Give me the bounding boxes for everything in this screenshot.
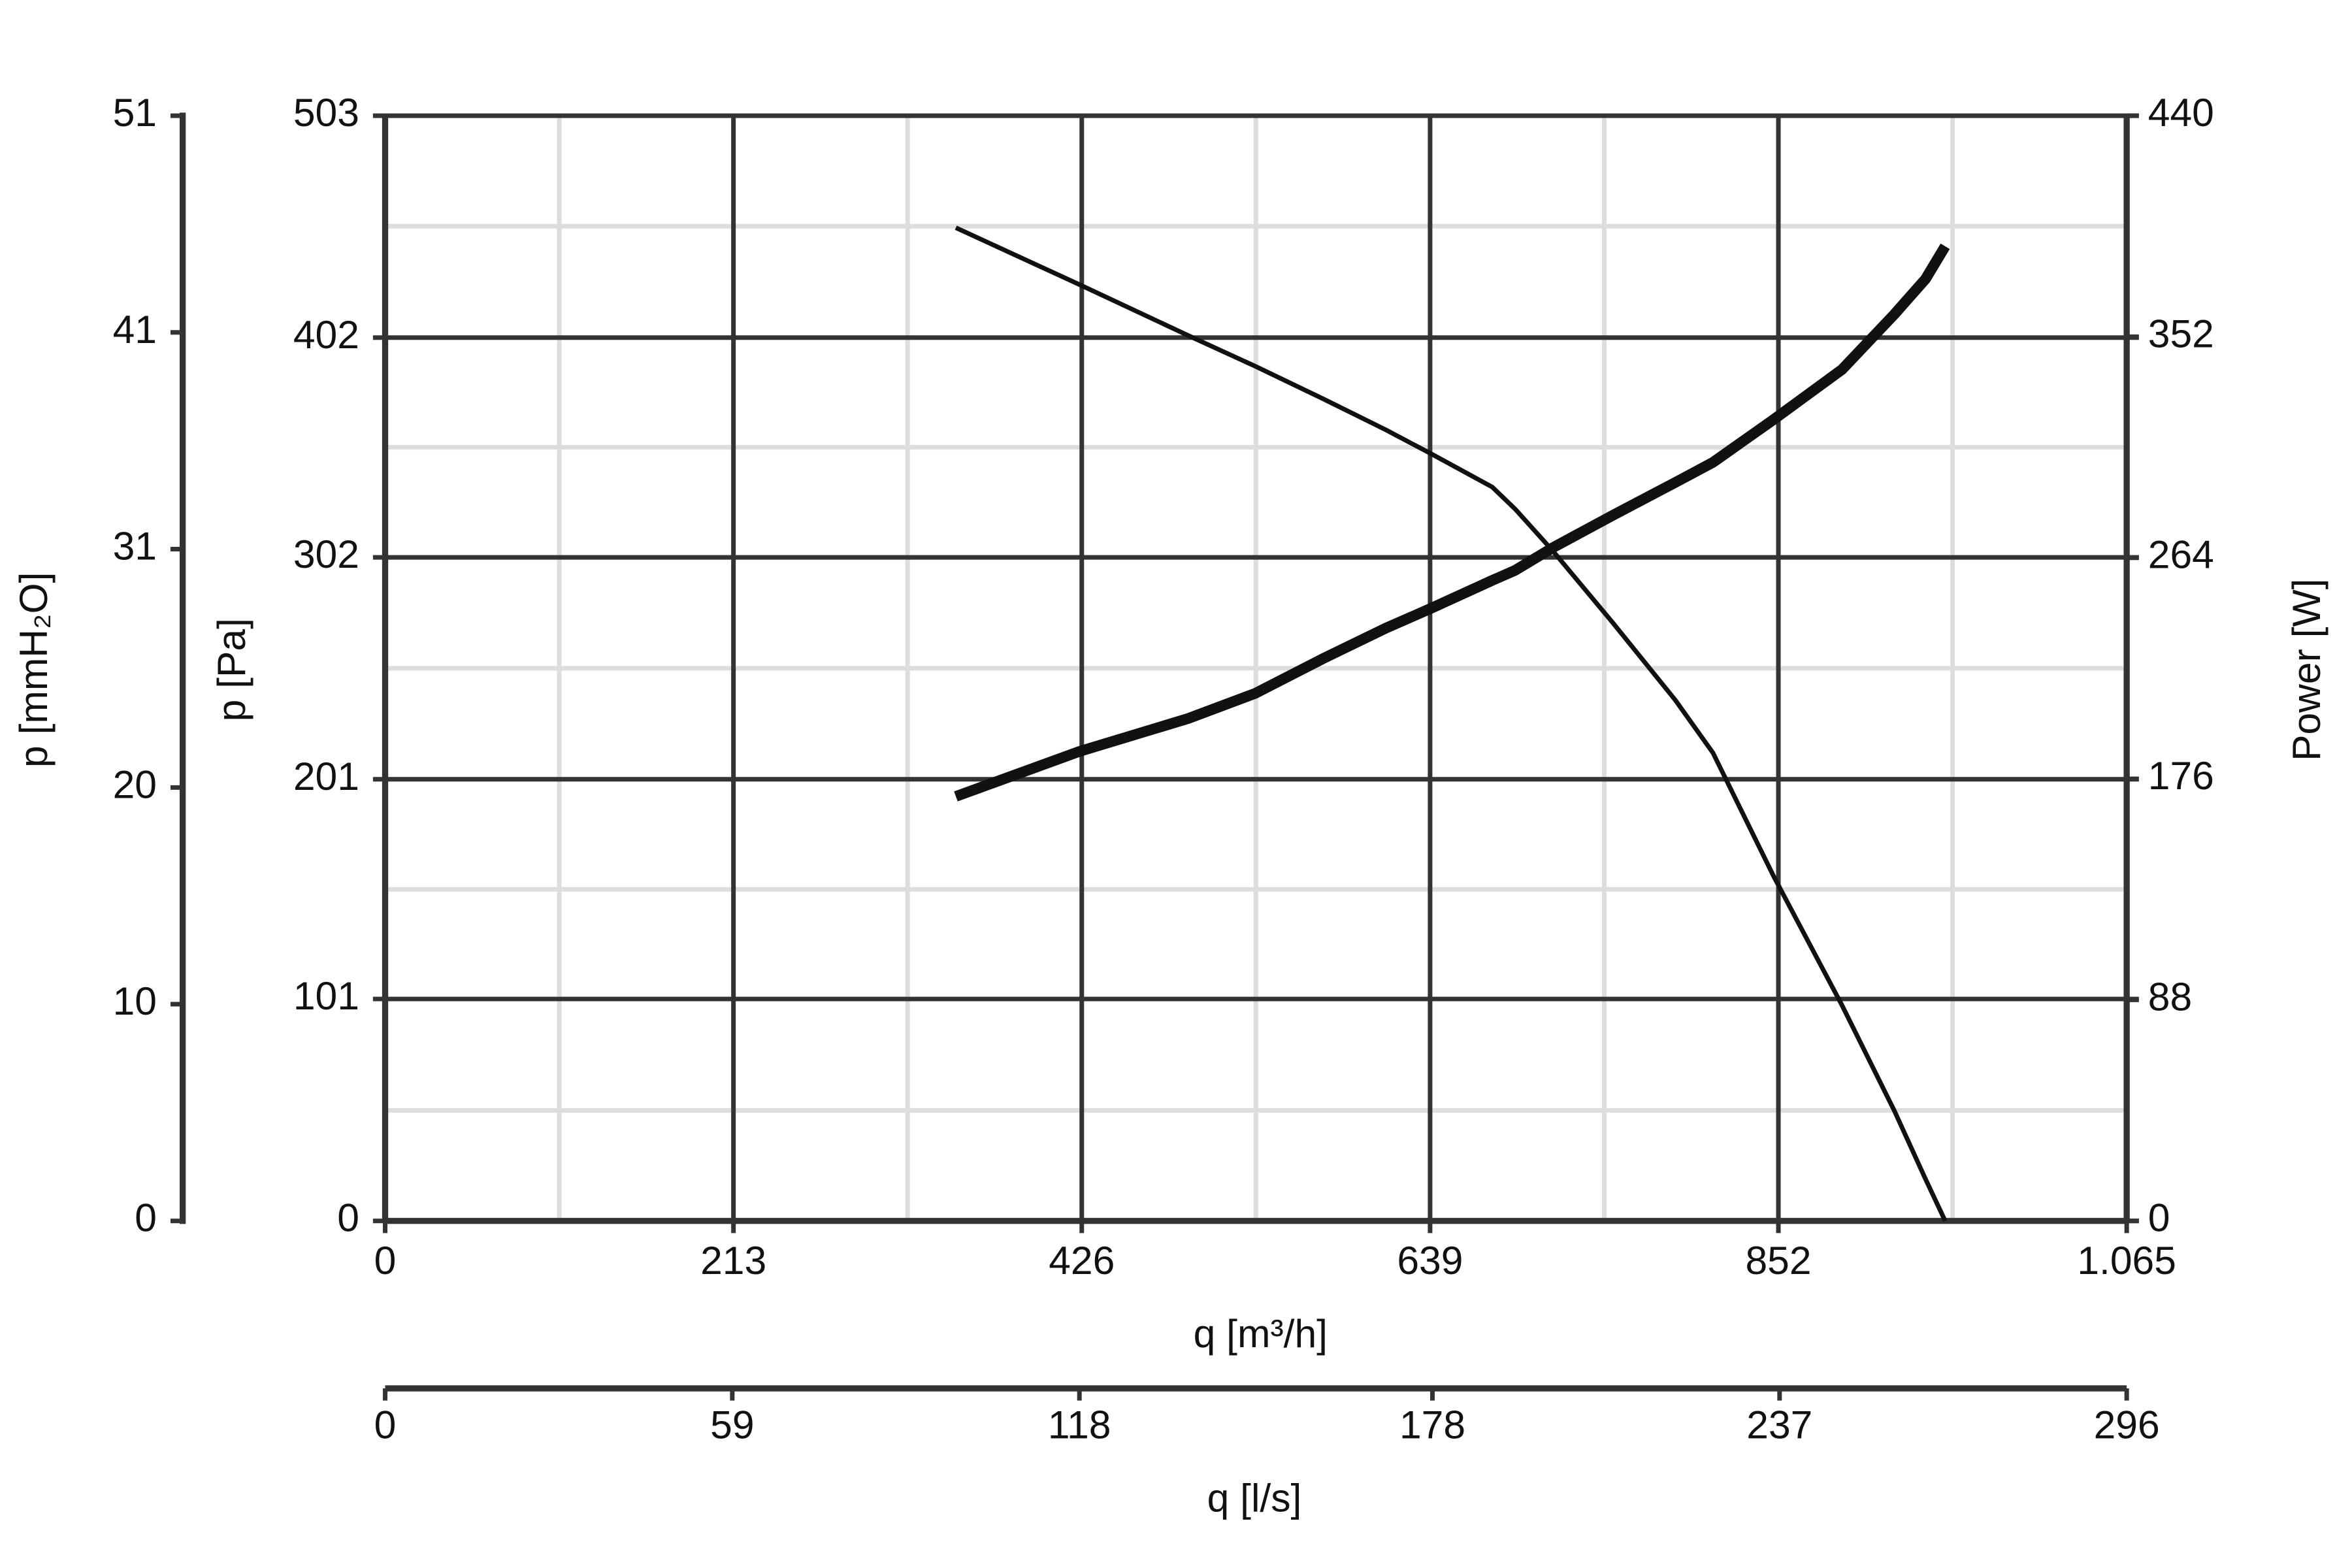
y2-axis-title: Power [W] <box>2284 579 2328 761</box>
y3-tick-label: 10 <box>113 979 157 1023</box>
y-tick-label: 101 <box>293 973 359 1018</box>
x-tick-label: 852 <box>1745 1238 1811 1282</box>
y-axis-title: p [Pa] <box>209 618 253 721</box>
y-tick-label: 503 <box>293 90 359 135</box>
x-tick-label: 1.065 <box>2077 1238 2176 1282</box>
y3-tick-label: 20 <box>113 762 157 806</box>
y2-tick-label: 176 <box>2148 753 2214 798</box>
x-axis-title: q [m³/h] <box>1194 1311 1328 1356</box>
x2-tick-label: 118 <box>1048 1403 1111 1447</box>
pressure-curve <box>955 225 1948 1222</box>
y-tick-label: 302 <box>293 532 359 576</box>
y2-tick-label: 88 <box>2148 974 2192 1019</box>
x2-tick-label: 0 <box>374 1403 397 1447</box>
x-tick-label: 426 <box>1049 1238 1115 1282</box>
y3-tick-label: 41 <box>113 307 157 351</box>
x-tick-label: 639 <box>1397 1238 1463 1282</box>
x2-axis-title: q [l/s] <box>1207 1475 1302 1520</box>
y2-tick-label: 264 <box>2148 532 2214 577</box>
y2-tick-label: 352 <box>2148 311 2214 355</box>
y2-tick-label: 0 <box>2148 1196 2170 1240</box>
power-curve <box>954 243 1950 802</box>
x2-tick-label: 59 <box>710 1403 754 1447</box>
y3-tick-label: 0 <box>135 1196 157 1240</box>
x2-tick-label: 296 <box>2094 1403 2160 1447</box>
x2-tick-label: 178 <box>1399 1403 1465 1447</box>
x-tick-label: 0 <box>374 1238 397 1282</box>
y-tick-label: 0 <box>337 1196 359 1240</box>
x2-tick-label: 237 <box>1746 1403 1812 1447</box>
y3-axis-title: p [mmH₂O] <box>11 572 56 767</box>
y2-tick-label: 440 <box>2148 90 2214 135</box>
y3-tick-label: 31 <box>113 523 157 568</box>
y3-tick-label: 51 <box>113 90 157 135</box>
y-tick-label: 201 <box>293 754 359 798</box>
y-tick-label: 402 <box>293 312 359 357</box>
x-tick-label: 213 <box>700 1238 766 1282</box>
